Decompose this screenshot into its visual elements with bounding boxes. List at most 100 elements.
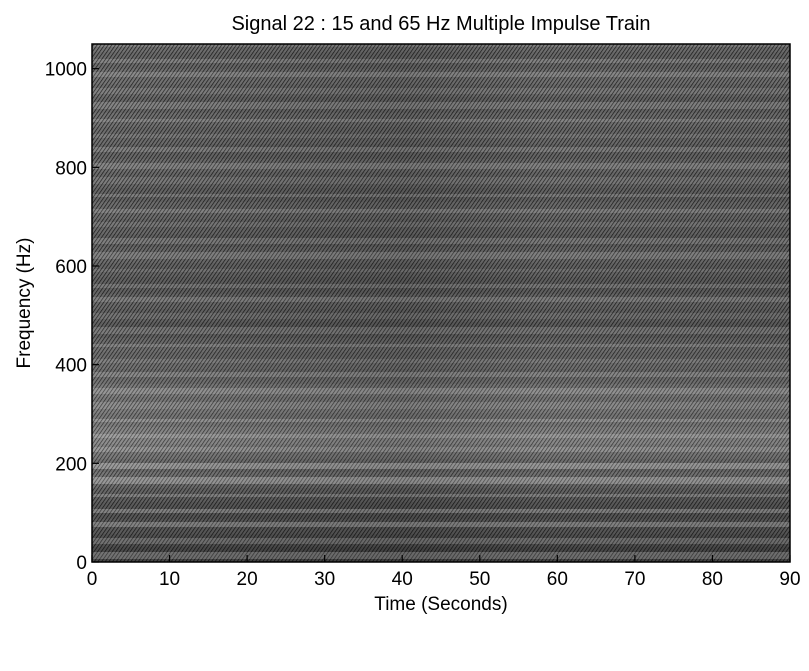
frequency-band (92, 213, 790, 219)
frequency-bands (92, 44, 790, 562)
frequency-band (92, 127, 790, 134)
frequency-band (92, 152, 790, 159)
frequency-band (92, 447, 790, 452)
frequency-band (92, 394, 790, 397)
y-axis-ticks: 0 200 400 600 800 1000 (45, 60, 99, 574)
frequency-band (92, 94, 790, 97)
y-axis-label: Frequency (Hz) (14, 238, 35, 369)
frequency-band (92, 252, 790, 259)
frequency-band (92, 44, 790, 47)
frequency-band (92, 144, 790, 147)
frequency-band (92, 209, 790, 213)
frequency-band (92, 388, 790, 394)
frequency-band (92, 413, 790, 419)
frequency-band (92, 238, 790, 244)
frequency-band (92, 359, 790, 363)
frequency-band (92, 269, 790, 272)
frequency-band (92, 477, 790, 484)
frequency-band (92, 547, 790, 552)
x-tick-label: 50 (469, 569, 490, 590)
frequency-band (92, 84, 790, 88)
frequency-band (92, 313, 790, 319)
frequency-band (92, 134, 790, 138)
frequency-band (92, 509, 790, 513)
frequency-band (92, 559, 790, 562)
frequency-band (92, 377, 790, 384)
frequency-band (92, 522, 790, 527)
spectrogram-plot-area (91, 43, 791, 563)
frequency-band (92, 122, 790, 127)
frequency-band (92, 352, 790, 359)
frequency-band (92, 519, 790, 522)
frequency-band (92, 302, 790, 309)
frequency-band (92, 434, 790, 438)
frequency-band (92, 472, 790, 477)
frequency-band (92, 184, 790, 188)
frequency-band (92, 197, 790, 202)
x-axis-ticks: 0 10 20 30 40 50 60 70 80 90 (87, 555, 801, 590)
frequency-band (92, 384, 790, 388)
frequency-band (92, 227, 790, 234)
frequency-band (92, 59, 790, 63)
frequency-band (92, 147, 790, 152)
frequency-band (92, 109, 790, 113)
frequency-band (92, 159, 790, 163)
frequency-band (92, 63, 790, 69)
frequency-band (92, 177, 790, 184)
frequency-band (92, 463, 790, 469)
frequency-band (92, 222, 790, 227)
frequency-band (92, 397, 790, 402)
frequency-band (92, 247, 790, 252)
plot-frame (91, 43, 791, 563)
y-tick-label: 200 (55, 454, 87, 475)
x-tick-label: 90 (779, 569, 800, 590)
frequency-band (92, 488, 790, 494)
frequency-band (92, 422, 790, 427)
x-tick-label: 80 (702, 569, 723, 590)
frequency-band (92, 502, 790, 509)
frequency-band (92, 138, 790, 144)
frequency-band (92, 284, 790, 288)
frequency-band (92, 234, 790, 238)
frequency-band (92, 97, 790, 102)
frequency-band (92, 372, 790, 377)
frequency-band (92, 363, 790, 369)
frequency-band (92, 319, 790, 322)
y-tick-label: 1000 (45, 60, 87, 81)
frequency-band (92, 438, 790, 444)
x-tick-label: 0 (87, 569, 98, 590)
frequency-band (92, 459, 790, 463)
frequency-band (92, 419, 790, 422)
frequency-band (92, 369, 790, 372)
frequency-band (92, 194, 790, 197)
frequency-band (92, 497, 790, 502)
x-tick-label: 30 (314, 569, 335, 590)
frequency-band (92, 172, 790, 177)
chart-title: Signal 22 : 15 and 65 Hz Multiple Impuls… (231, 13, 650, 35)
frequency-band (92, 119, 790, 122)
x-tick-label: 60 (547, 569, 568, 590)
x-tick-label: 70 (624, 569, 645, 590)
frequency-band (92, 534, 790, 538)
frequency-band (92, 538, 790, 544)
frequency-band (92, 202, 790, 209)
frequency-band (92, 344, 790, 347)
y-tick-label: 600 (55, 257, 87, 278)
frequency-band (92, 327, 790, 334)
frequency-band (92, 272, 790, 277)
frequency-band (92, 77, 790, 84)
frequency-band (92, 259, 790, 263)
frequency-band (92, 277, 790, 284)
frequency-band (92, 244, 790, 247)
frequency-band (92, 452, 790, 459)
y-tick-label: 400 (55, 356, 87, 377)
frequency-band (92, 402, 790, 409)
x-tick-label: 10 (159, 569, 180, 590)
frequency-band (92, 163, 790, 169)
y-tick-label: 0 (76, 553, 87, 574)
y-tick-label: 800 (55, 158, 87, 179)
frequency-band (92, 294, 790, 297)
frequency-band (92, 494, 790, 497)
frequency-band (92, 409, 790, 413)
frequency-band (92, 544, 790, 547)
